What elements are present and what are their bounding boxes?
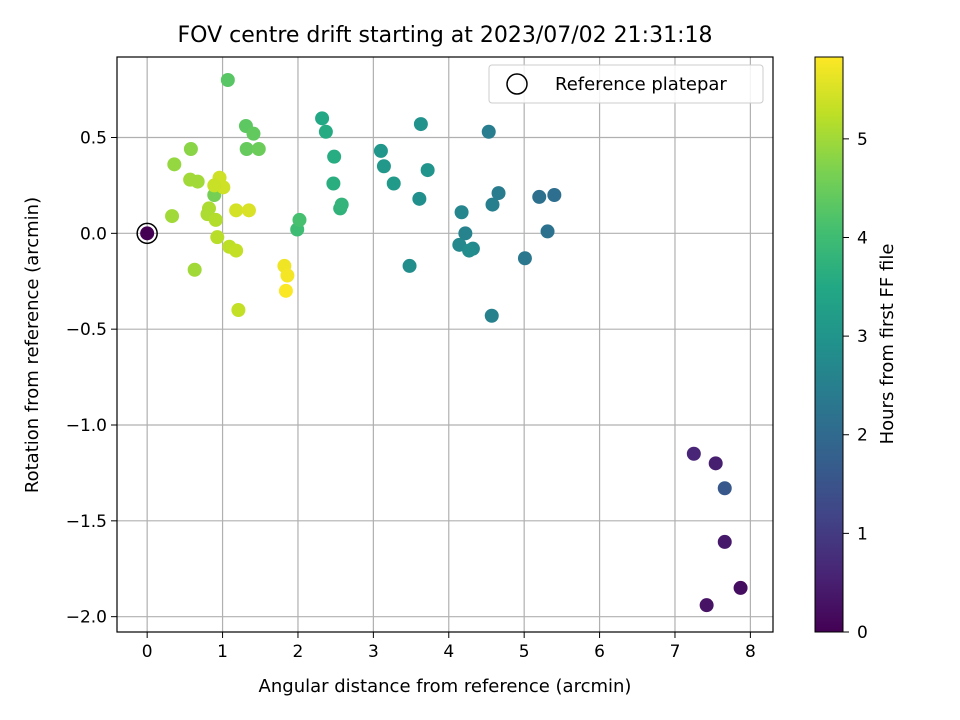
colorbar xyxy=(814,56,844,633)
y-tick-label: 0.5 xyxy=(80,129,107,149)
legend-box xyxy=(488,64,764,104)
scatter-point xyxy=(167,157,182,172)
colorbar-tick-label: 1 xyxy=(857,524,868,544)
y-tick-label: −0.5 xyxy=(66,320,107,340)
scatter-point xyxy=(318,124,333,139)
scatter-point xyxy=(165,209,180,224)
scatter-point xyxy=(485,197,500,212)
y-tick-label: 0.0 xyxy=(80,224,107,244)
colorbar-tick-label: 3 xyxy=(857,327,868,347)
y-tick-label: −1.0 xyxy=(66,416,107,436)
colorbar-ticks: 0 1 2 3 4 5 xyxy=(843,130,868,643)
colorbar-tick-label: 2 xyxy=(857,426,868,446)
scatter-point xyxy=(229,203,244,218)
y-axis-label: Rotation from reference (arcmin) xyxy=(22,197,43,493)
scatter-point xyxy=(251,142,266,156)
scatter-point xyxy=(140,226,155,241)
scatter-point xyxy=(376,159,391,174)
scatter-point xyxy=(386,176,401,191)
scatter-points xyxy=(140,73,748,613)
scatter-point xyxy=(540,224,555,239)
colorbar-tick-label: 0 xyxy=(857,623,868,643)
x-tick-label: 7 xyxy=(670,642,681,662)
scatter-point xyxy=(547,188,562,202)
scatter-point xyxy=(239,142,254,156)
scatter-point xyxy=(327,149,342,164)
grid-lines xyxy=(117,57,773,632)
scatter-point xyxy=(420,163,435,178)
x-axis-label: Angular distance from reference (arcmin) xyxy=(259,676,632,697)
scatter-point xyxy=(733,580,748,595)
scatter-point xyxy=(210,230,225,245)
axis-ticks: 0 1 2 3 4 5 6 7 8 0.5 0.0 −0.5 −1.0 −1.5 −2.0 xyxy=(66,129,756,663)
scatter-point xyxy=(241,203,256,218)
scatter-point xyxy=(484,308,499,323)
scatter-point xyxy=(413,117,428,132)
scatter-point xyxy=(462,243,477,258)
scatter-point xyxy=(517,251,532,266)
scatter-point xyxy=(183,142,198,156)
scatter-point xyxy=(458,226,473,241)
scatter-point xyxy=(220,73,235,87)
scatter-point xyxy=(532,189,547,204)
y-tick-label: −1.5 xyxy=(66,512,107,532)
scatter-point xyxy=(207,178,222,193)
scatter-point xyxy=(278,283,293,298)
scatter-point xyxy=(708,456,723,471)
scatter-point xyxy=(699,598,714,613)
scatter-point xyxy=(292,212,307,227)
y-tick-label: −2.0 xyxy=(66,608,107,628)
scatter-point xyxy=(187,262,202,277)
x-tick-label: 6 xyxy=(594,642,605,662)
x-tick-label: 1 xyxy=(217,642,228,662)
scatter-point xyxy=(491,186,506,201)
scatter-point xyxy=(373,143,388,158)
reference-platepar-marker xyxy=(136,222,158,245)
colorbar-tick-label: 4 xyxy=(857,228,868,248)
x-tick-label: 4 xyxy=(443,642,454,662)
x-tick-label: 0 xyxy=(142,642,153,662)
chart-title: FOV centre drift starting at 2023/07/02 … xyxy=(178,23,713,48)
scatter-point xyxy=(280,268,295,283)
plot-frame xyxy=(116,56,774,633)
scatter-point xyxy=(717,481,732,496)
scatter-point xyxy=(334,197,349,212)
legend: Reference platepar xyxy=(488,64,764,104)
x-tick-label: 3 xyxy=(368,642,379,662)
reference-marker xyxy=(136,222,158,245)
scatter-point xyxy=(481,124,496,139)
x-tick-label: 5 xyxy=(519,642,530,662)
scatter-point xyxy=(315,111,330,126)
scatter-point xyxy=(231,303,246,317)
scatter-point xyxy=(208,212,223,227)
scatter-point xyxy=(402,258,417,273)
scatter-point xyxy=(717,534,732,549)
x-tick-label: 8 xyxy=(745,642,756,662)
scatter-point xyxy=(454,205,469,220)
scatter-point xyxy=(686,446,701,461)
legend-reference-marker xyxy=(506,73,528,95)
scatter-point xyxy=(190,174,205,189)
scatter-point xyxy=(229,243,244,258)
colorbar-label: Hours from first FF file xyxy=(877,244,898,445)
scatter-point xyxy=(412,191,427,206)
colorbar-tick-label: 5 xyxy=(857,130,868,150)
x-tick-label: 2 xyxy=(293,642,304,662)
scatter-point xyxy=(326,176,341,191)
scatter-point xyxy=(246,126,261,141)
legend-label: Reference platepar xyxy=(555,74,727,95)
